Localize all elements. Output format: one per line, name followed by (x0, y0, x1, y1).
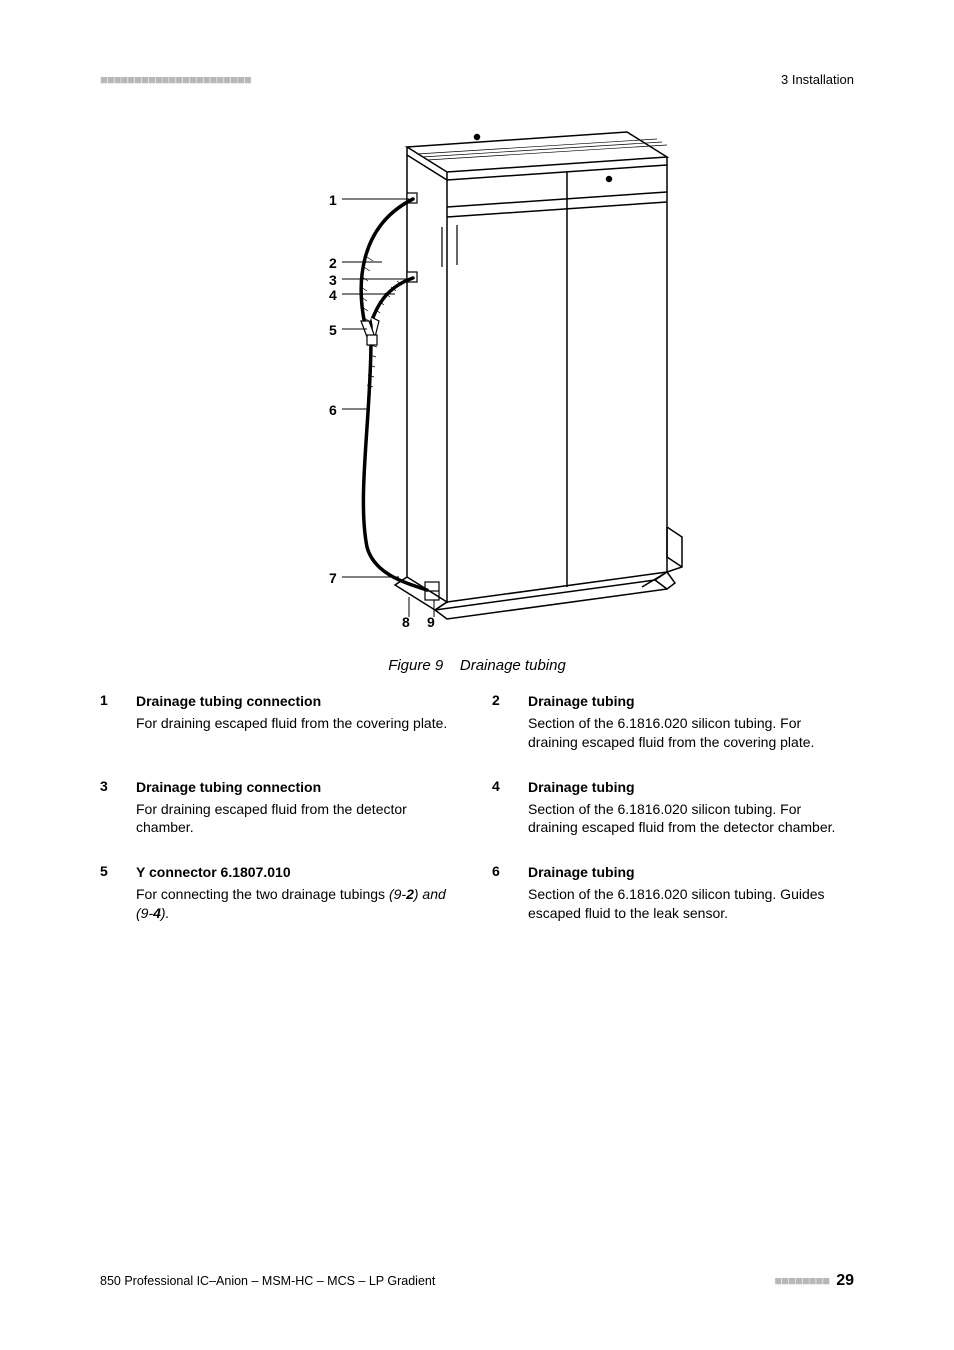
page-footer: 850 Professional IC–Anion – MSM-HC – MCS… (100, 1272, 854, 1290)
page-number: 29 (836, 1272, 854, 1289)
legend-body: Drainage tubing Section of the 6.1816.02… (528, 778, 854, 838)
footer-right: ■■■■■■■■ 29 (774, 1272, 854, 1290)
callout-3: 3 (329, 272, 337, 288)
legend-item: 5 Y connector 6.1807.010 For connecting … (100, 863, 462, 923)
callout-2: 2 (329, 255, 337, 271)
callout-9: 9 (427, 614, 435, 630)
legend-body: Drainage tubing connection For draining … (136, 778, 462, 838)
legend-num: 3 (100, 778, 118, 838)
callout-7: 7 (329, 570, 337, 586)
legend-title: Drainage tubing connection (136, 692, 447, 711)
legend-body: Drainage tubing Section of the 6.1816.02… (528, 863, 854, 923)
legend-item: 2 Drainage tubing Section of the 6.1816.… (492, 692, 854, 752)
section-label: 3 Installation (781, 72, 854, 87)
legend-title: Y connector 6.1807.010 (136, 863, 462, 882)
legend-item: 3 Drainage tubing connection For drainin… (100, 778, 462, 838)
legend-num: 1 (100, 692, 118, 752)
legend-num: 4 (492, 778, 510, 838)
legend-desc: Section of the 6.1816.020 silicon tubing… (528, 801, 835, 836)
caption-prefix: Figure 9 (388, 657, 443, 674)
callout-5: 5 (329, 322, 337, 338)
caption-text: Drainage tubing (460, 657, 566, 674)
legend-num: 2 (492, 692, 510, 752)
callout-4: 4 (329, 287, 337, 303)
legend-desc: For draining escaped fluid from the dete… (136, 801, 407, 836)
legend-item: 6 Drainage tubing Section of the 6.1816.… (492, 863, 854, 923)
legend-num: 6 (492, 863, 510, 923)
legend-title: Drainage tubing (528, 863, 854, 882)
figure-caption: Figure 9 Drainage tubing (100, 657, 854, 674)
legend-title: Drainage tubing (528, 692, 854, 711)
callout-8: 8 (402, 614, 410, 630)
legend-item: 1 Drainage tubing connection For drainin… (100, 692, 462, 752)
legend-body: Y connector 6.1807.010 For connecting th… (136, 863, 462, 923)
callout-1: 1 (329, 192, 337, 208)
legend-grid: 1 Drainage tubing connection For drainin… (100, 692, 854, 923)
page-header: ■■■■■■■■■■■■■■■■■■■■■■ 3 Installation (100, 72, 854, 87)
legend-desc: Section of the 6.1816.020 silicon tubing… (528, 886, 825, 921)
legend-title: Drainage tubing (528, 778, 854, 797)
legend-body: Drainage tubing Section of the 6.1816.02… (528, 692, 854, 752)
legend-desc: For draining escaped fluid from the cove… (136, 715, 447, 731)
legend-title: Drainage tubing connection (136, 778, 462, 797)
legend-item: 4 Drainage tubing Section of the 6.1816.… (492, 778, 854, 838)
figure-diagram: 1 2 3 4 5 6 7 8 9 (267, 117, 687, 647)
header-dots: ■■■■■■■■■■■■■■■■■■■■■■ (100, 72, 251, 87)
footer-dots: ■■■■■■■■ (774, 1273, 829, 1288)
callout-6: 6 (329, 402, 337, 418)
legend-desc: Section of the 6.1816.020 silicon tubing… (528, 715, 814, 750)
legend-desc: For connecting the two drainage tubings (136, 886, 389, 902)
footer-product: 850 Professional IC–Anion – MSM-HC – MCS… (100, 1274, 435, 1288)
legend-num: 5 (100, 863, 118, 923)
legend-body: Drainage tubing connection For draining … (136, 692, 447, 752)
